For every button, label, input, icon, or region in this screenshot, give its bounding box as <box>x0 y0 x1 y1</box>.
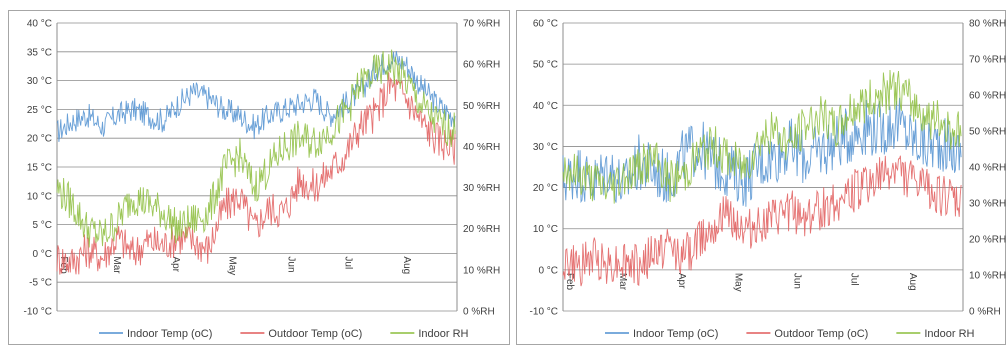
legend-label: Indoor Temp (oC) <box>127 328 212 340</box>
y2-tick-label: 70 %RH <box>463 19 500 30</box>
series-line-indoor-temp-oc <box>562 97 962 207</box>
y-tick-label: 40 °C <box>533 101 558 112</box>
x-tick-label: Jun <box>791 273 802 289</box>
y2-tick-label: 30 %RH <box>969 199 1006 210</box>
chart-panel-left: -10 °C -5 °C 0 °C 5 °C 10 °C 15 °C 20 °C 25 °C 3… <box>8 10 510 345</box>
x-tick-label: Jul <box>848 273 859 286</box>
series-line-indoor-temp-oc <box>56 51 456 142</box>
y-tick-label: 30 °C <box>533 142 558 153</box>
chart-left: -10 °C -5 °C 0 °C 5 °C 10 °C 15 °C 20 °C 25 °C 3… <box>24 19 501 341</box>
y-tick-label: 35 °C <box>27 47 52 58</box>
y-tick-label: 60 °C <box>533 19 558 30</box>
series-line-outdoor-temp-oc <box>562 155 962 287</box>
x-tick-label: Jul <box>342 256 353 269</box>
y2-tick-label: 0 %RH <box>463 307 495 318</box>
x-tick-label: Mar <box>111 256 122 274</box>
x-tick-label: May <box>227 256 238 275</box>
y2-tick-label: 40 %RH <box>463 142 500 153</box>
y2-tick-label: 10 %RH <box>463 265 500 276</box>
y2-tick-label: 60 %RH <box>969 91 1006 102</box>
x-tick-label: Mar <box>617 273 628 291</box>
x-tick-label: May <box>733 273 744 292</box>
y2-tick-label: 30 %RH <box>463 183 500 194</box>
y-tick-label: 40 °C <box>27 19 52 30</box>
y2-tick-label: 70 %RH <box>969 55 1006 66</box>
y-tick-label: -5 °C <box>29 278 52 289</box>
series-line-indoor-rh <box>56 49 456 248</box>
x-tick-label: Aug <box>907 273 918 291</box>
legend-label: Indoor RH <box>924 328 974 340</box>
y2-tick-label: 60 %RH <box>463 60 500 71</box>
legend-label: Outdoor Temp (oC) <box>774 328 868 340</box>
y2-tick-label: 40 %RH <box>969 163 1006 174</box>
y2-tick-label: 50 %RH <box>969 127 1006 138</box>
series-line-outdoor-temp-oc <box>56 72 456 275</box>
y-tick-label: -10 °C <box>24 307 52 318</box>
y-tick-label: 5 °C <box>32 220 52 231</box>
legend-label: Outdoor Temp (oC) <box>268 328 362 340</box>
y-tick-label: 20 °C <box>27 134 52 145</box>
y2-tick-label: 50 %RH <box>463 101 500 112</box>
legend-label: Indoor Temp (oC) <box>633 328 718 340</box>
y2-tick-label: 80 %RH <box>969 19 1006 30</box>
y-tick-label: 15 °C <box>27 163 52 174</box>
x-tick-label: Apr <box>676 273 687 289</box>
y-tick-label: -10 °C <box>530 307 558 318</box>
y-tick-label: 50 °C <box>533 60 558 71</box>
x-tick-label: Aug <box>401 256 412 274</box>
y-tick-label: 0 °C <box>32 249 52 260</box>
y2-tick-label: 10 %RH <box>969 271 1006 282</box>
legend-label: Indoor RH <box>418 328 468 340</box>
y-tick-label: 10 °C <box>27 191 52 202</box>
chart-panel-right: -10 °C 0 °C 10 °C 20 °C 30 °C 40 °C 50 °C 60 °C… <box>516 10 1006 345</box>
x-tick-label: Jun <box>285 256 296 272</box>
chart-right: -10 °C 0 °C 10 °C 20 °C 30 °C 40 °C 50 °C 60 °C… <box>530 19 1007 341</box>
y-tick-label: 0 °C <box>538 265 558 276</box>
series-line-indoor-rh <box>562 69 962 204</box>
x-tick-label: Feb <box>564 273 575 291</box>
y-tick-label: 25 °C <box>27 105 52 116</box>
y2-tick-label: 0 %RH <box>969 307 1001 318</box>
y-tick-label: 10 °C <box>533 224 558 235</box>
x-tick-label: Apr <box>170 256 181 272</box>
y2-tick-label: 20 %RH <box>969 235 1006 246</box>
y-tick-label: 20 °C <box>533 183 558 194</box>
y-tick-label: 30 °C <box>27 76 52 87</box>
y2-tick-label: 20 %RH <box>463 224 500 235</box>
